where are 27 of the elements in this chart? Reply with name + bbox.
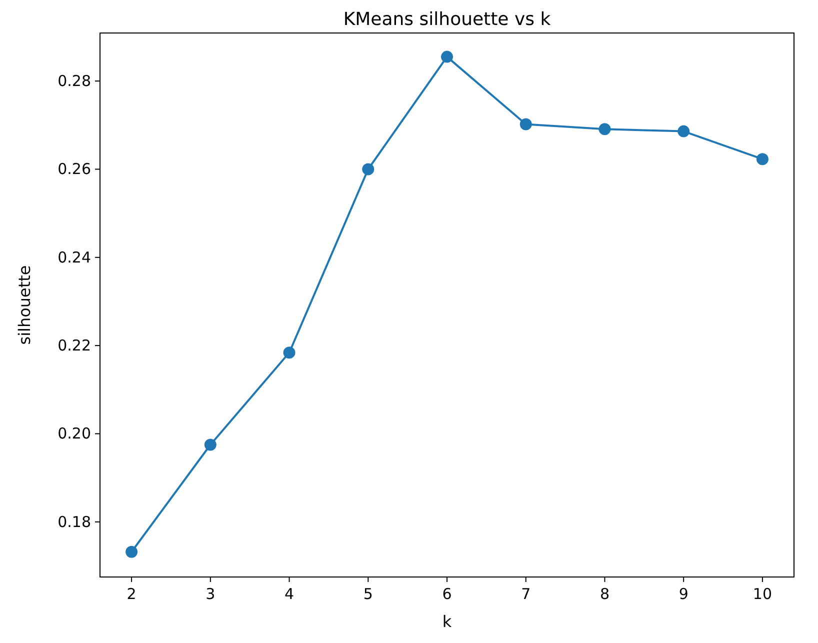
point xyxy=(204,438,216,451)
x-tick-label: 2 xyxy=(126,585,136,603)
point xyxy=(126,546,138,558)
point xyxy=(441,50,453,63)
x-tick-label: 5 xyxy=(363,585,373,603)
x-tick-label: 8 xyxy=(600,585,610,603)
x-tick-label: 4 xyxy=(284,585,294,603)
y-tick-label: 0.20 xyxy=(58,424,91,443)
x-tick-label: 7 xyxy=(521,585,531,603)
x-tick-label: 6 xyxy=(442,585,452,603)
chart-title: KMeans silhouette vs k xyxy=(343,9,552,30)
y-tick-label: 0.24 xyxy=(58,248,91,266)
y-tick-label: 0.22 xyxy=(58,336,91,355)
x-tick-label: 9 xyxy=(678,585,688,603)
point xyxy=(520,118,532,130)
y-axis-title: silhouette xyxy=(15,265,34,345)
y-tick-label: 0.28 xyxy=(58,72,91,90)
point xyxy=(362,163,374,176)
point xyxy=(598,123,611,136)
y-tick-label: 0.18 xyxy=(58,512,91,531)
x-tick-label: 10 xyxy=(752,585,772,603)
point xyxy=(283,346,296,359)
point xyxy=(756,153,768,166)
x-axis-title: k xyxy=(442,612,452,631)
y-tick-label: 0.26 xyxy=(58,160,91,178)
x-tick-label: 3 xyxy=(206,585,216,603)
point xyxy=(678,125,690,138)
